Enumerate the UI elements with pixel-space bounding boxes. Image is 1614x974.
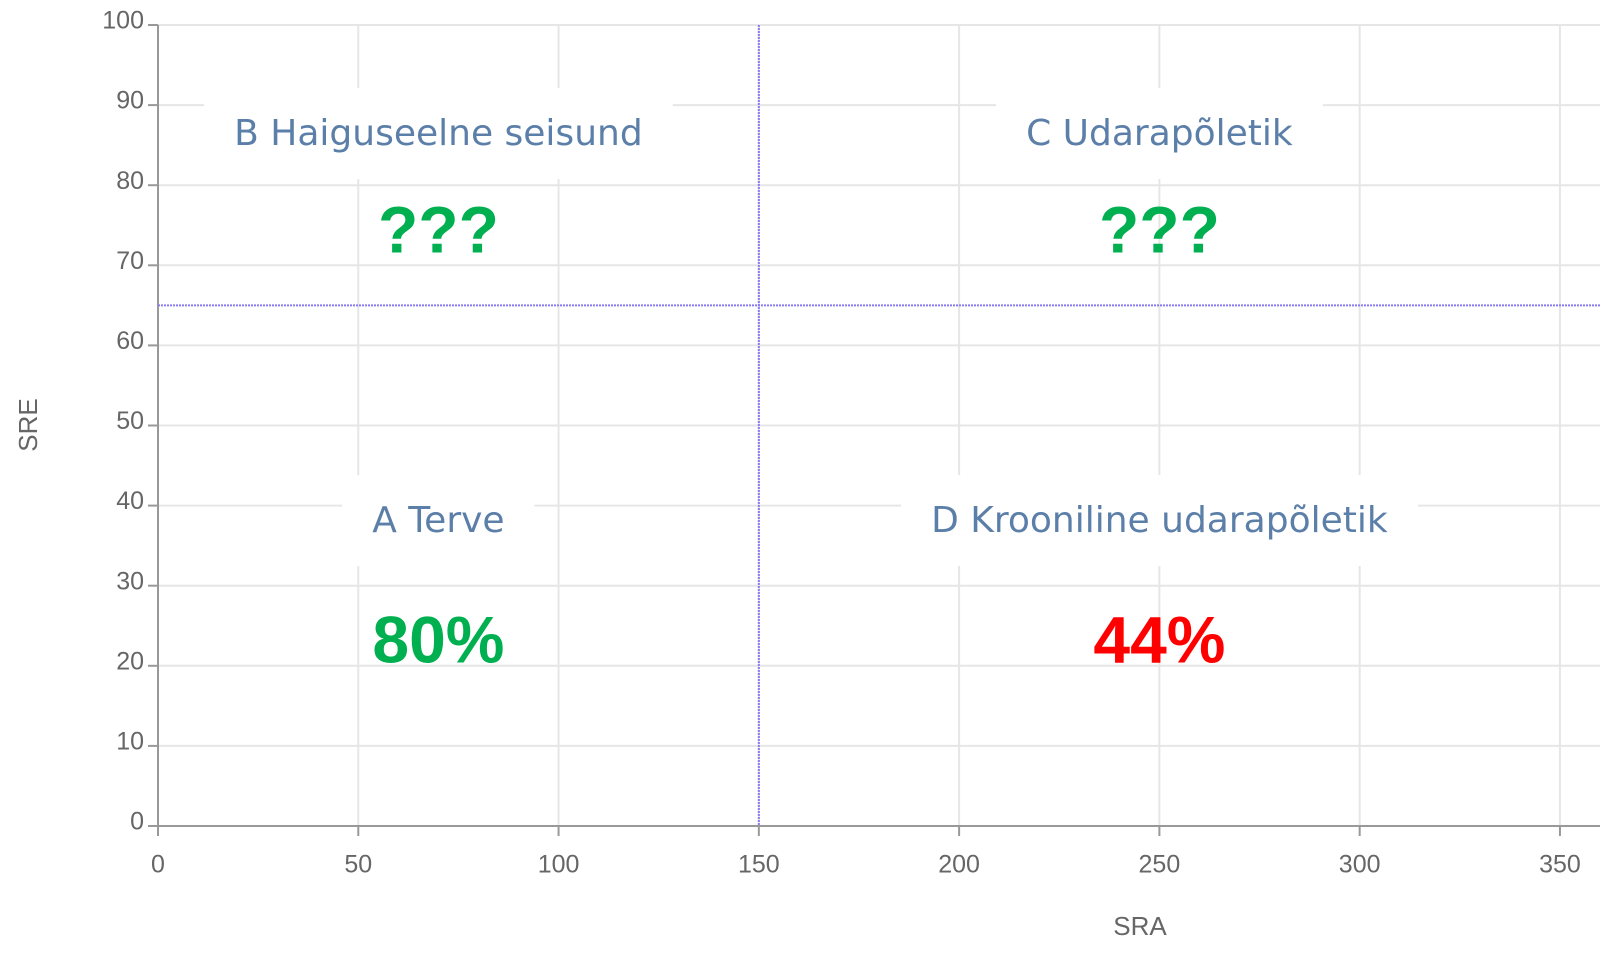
- quadrant-value: 44%: [1093, 602, 1225, 676]
- x-tick-label: 350: [1539, 851, 1581, 879]
- quadrant-label-bg: [204, 88, 673, 179]
- quadrant-label: C Udarapõletik: [1026, 113, 1293, 154]
- quadrant-label: A Terve: [372, 500, 504, 541]
- x-axis-title: SRA: [1113, 911, 1167, 941]
- x-tick-label: 150: [738, 851, 780, 879]
- quadrant-value: ???: [378, 192, 499, 266]
- y-tick-label: 80: [116, 167, 144, 195]
- quadrant-label: B Haiguseelne seisund: [234, 113, 643, 154]
- y-tick-label: 40: [116, 487, 144, 515]
- x-tick-label: 200: [938, 851, 980, 879]
- x-tick-label: 0: [151, 851, 165, 879]
- y-axis-title: SRE: [13, 398, 43, 451]
- y-tick-label: 60: [116, 327, 144, 355]
- quadrant-label-bg: [996, 88, 1323, 179]
- y-tick-label: 20: [116, 647, 144, 675]
- quadrant-value: 80%: [372, 602, 504, 676]
- y-tick-label: 90: [116, 87, 144, 115]
- y-tick-label: 0: [130, 808, 144, 836]
- y-tick-label: 10: [116, 728, 144, 756]
- x-tick-label: 100: [538, 851, 580, 879]
- quadrant-value: ???: [1099, 192, 1220, 266]
- y-tick-label: 70: [116, 247, 144, 275]
- quadrant-label-bg: [901, 475, 1418, 566]
- x-tick-label: 300: [1339, 851, 1381, 879]
- x-tick-label: 50: [344, 851, 372, 879]
- quadrant-label-bg: [342, 475, 535, 566]
- y-tick-label: 50: [116, 407, 144, 435]
- x-tick-label: 250: [1139, 851, 1181, 879]
- y-tick-label: 100: [102, 7, 144, 35]
- y-tick-label: 30: [116, 567, 144, 595]
- quadrant-label: D Krooniline udarapõletik: [931, 500, 1388, 541]
